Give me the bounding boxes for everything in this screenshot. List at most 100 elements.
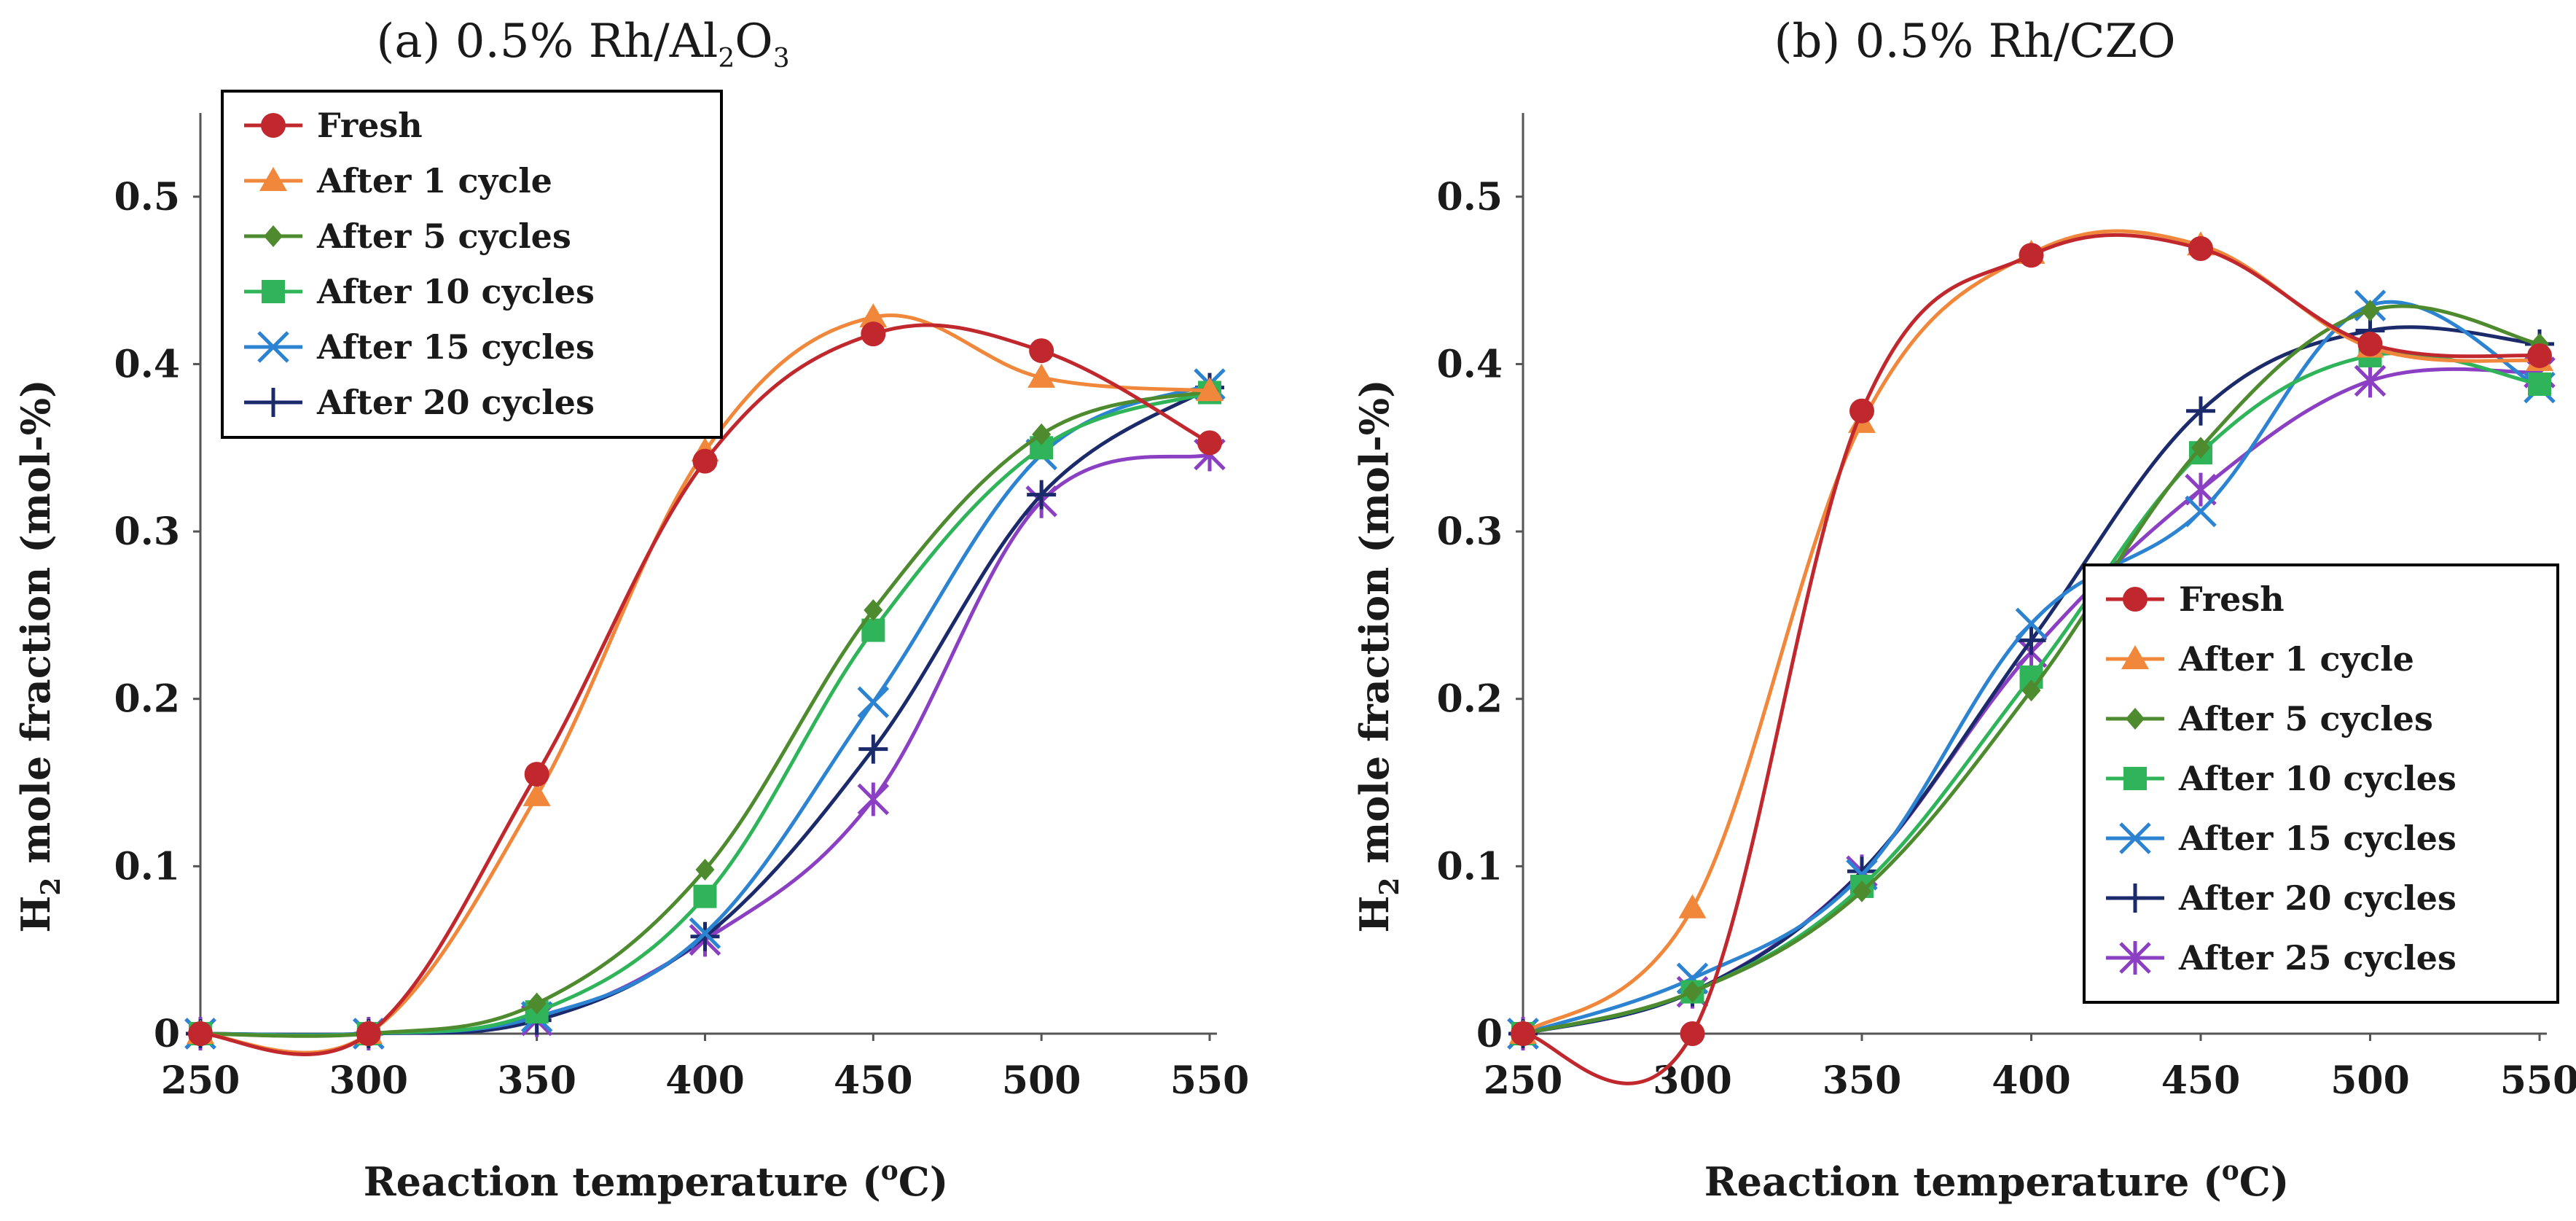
legend-item: After 10 cycles: [2106, 759, 2456, 798]
chart-b-x-axis-label: Reaction temperature (oC): [1704, 1155, 2290, 1205]
chart-a-y-tick-label: 0.4: [114, 342, 180, 386]
legend-label: Fresh: [317, 106, 423, 145]
chart-b-y-tick-label: 0.4: [1437, 342, 1503, 386]
data-point: [1511, 1021, 1535, 1046]
chart-a-legend-items: Fresh After 1 cycle After 5 cycles After 10…: [244, 106, 595, 422]
chart-b-x-tick-label: 400: [1992, 1058, 2071, 1103]
chart-b-y-tick-label: 0.3: [1437, 510, 1503, 554]
data-point: [1680, 1021, 1705, 1046]
chart-a: (a) 0.5% Rh/Al2O3 Reaction temperature (…: [12, 15, 1249, 1205]
chart-a-series-after-25-cycles: [184, 437, 1226, 1050]
legend-label: After 5 cycles: [316, 216, 571, 256]
chart-a-plot-area: [184, 303, 1226, 1056]
legend-marker: [262, 280, 285, 303]
chart-b-y-tick-label: 0.2: [1437, 677, 1503, 722]
data-point: [524, 762, 549, 787]
chart-a-y-tick-label: 0.1: [114, 844, 180, 889]
legend-marker: [2126, 708, 2145, 730]
data-point: [1683, 980, 1702, 1003]
legend-label: After 1 cycle: [316, 161, 552, 200]
chart-b-legend-items: Fresh After 1 cycle After 5 cycles After 10…: [2106, 580, 2456, 978]
data-point: [1027, 480, 1057, 510]
chart-a-y-tick-label: 0.3: [114, 510, 180, 554]
data-point: [857, 686, 890, 719]
legend-marker: [2121, 645, 2149, 669]
chart-b-y-tick-labels: 0 0.1 0.2 0.3 0.4 0.5: [1437, 175, 1523, 1056]
legend-label: After 15 cycles: [2178, 819, 2456, 858]
chart-b: (b) 0.5% Rh/CZO Reaction temperature (oC…: [1351, 15, 2576, 1205]
legend-item: Fresh: [244, 106, 423, 145]
chart-b-y-tick-label: 0.5: [1437, 175, 1503, 219]
chart-a-x-tick-labels: 250 300 350 400 450 500 550: [161, 1034, 1250, 1103]
chart-a-x-tick-label: 300: [329, 1058, 409, 1103]
chart-b-x-tick-labels: 250 300 350 400 450 500 550: [1484, 1034, 2576, 1103]
data-point: [2021, 679, 2041, 702]
data-point: [2019, 243, 2044, 268]
data-point: [689, 917, 721, 949]
data-point: [2357, 331, 2383, 356]
data-point: [857, 782, 890, 816]
chart-b-x-tick-label: 450: [2161, 1058, 2241, 1103]
chart-a-y-tick-label: 0: [154, 1012, 180, 1056]
chart-a-x-axis-label: Reaction temperature (oC): [364, 1155, 949, 1205]
data-point: [1027, 363, 1056, 388]
data-point: [2360, 299, 2380, 321]
data-point: [1678, 894, 1707, 918]
legend-label: After 25 cycles: [2178, 938, 2456, 978]
legend-marker: [264, 225, 283, 247]
data-point: [695, 858, 715, 881]
legend-label: After 10 cycles: [316, 272, 595, 311]
data-point: [2016, 625, 2046, 655]
data-point: [1849, 398, 1874, 424]
data-point: [861, 321, 886, 347]
legend-label: After 20 cycles: [2178, 878, 2456, 918]
legend-item: After 25 cycles: [2106, 938, 2456, 978]
data-point: [527, 992, 547, 1015]
chart-b-x-tick-label: 250: [1484, 1058, 1563, 1103]
legend-label: After 10 cycles: [2178, 759, 2456, 798]
legend-marker: [2121, 883, 2150, 913]
legend-item: After 15 cycles: [244, 327, 595, 367]
chart-b-x-tick-label: 350: [1823, 1058, 1902, 1103]
chart-a-y-axis-label: H2 mole fraction (mol-%): [12, 379, 66, 932]
chart-b-legend-box: [2083, 563, 2559, 1004]
legend-item: After 15 cycles: [2106, 819, 2456, 858]
data-point: [2185, 495, 2217, 528]
chart-a-x-tick-label: 450: [834, 1058, 913, 1103]
chart-a-y-tick-label: 0.5: [114, 175, 180, 219]
chart-a-x-tick-label: 350: [497, 1058, 576, 1103]
chart-a-x-tick-label: 550: [1170, 1058, 1250, 1103]
data-point: [1852, 880, 1871, 902]
legend-marker: [2123, 767, 2147, 790]
data-point: [2186, 396, 2215, 426]
legend-marker: [2119, 822, 2151, 854]
chart-a-legend: Fresh After 1 cycle After 5 cycles After 10…: [221, 90, 723, 439]
legend-item: Fresh: [2106, 580, 2285, 619]
chart-b-x-tick-label: 550: [2500, 1058, 2576, 1103]
data-point: [1032, 423, 1052, 445]
legend-label: After 15 cycles: [316, 327, 595, 367]
data-point: [522, 781, 551, 806]
legend-label: After 20 cycles: [316, 383, 595, 422]
chart-a-x-tick-label: 400: [665, 1058, 745, 1103]
data-point: [2015, 607, 2048, 640]
chart-a-y-tick-labels: 0 0.1 0.2 0.3 0.4 0.5: [114, 175, 200, 1056]
data-point: [693, 884, 717, 908]
legend-marker: [259, 388, 288, 417]
data-point: [858, 734, 888, 764]
legend-label: After 1 cycle: [2178, 639, 2414, 679]
legend-item: After 20 cycles: [2106, 878, 2456, 918]
chart-b-y-tick-label: 0: [1476, 1012, 1503, 1056]
data-point: [690, 921, 720, 951]
legend-marker: [259, 167, 287, 191]
legend-item: After 1 cycle: [2106, 639, 2414, 679]
legend-marker: [2123, 587, 2148, 612]
data-point: [864, 599, 883, 622]
data-point: [2527, 343, 2552, 368]
legend-item: After 20 cycles: [244, 383, 595, 422]
data-point: [2354, 364, 2387, 398]
legend-item: After 5 cycles: [244, 216, 571, 256]
data-point: [188, 1021, 213, 1046]
legend-label: Fresh: [2179, 580, 2285, 619]
